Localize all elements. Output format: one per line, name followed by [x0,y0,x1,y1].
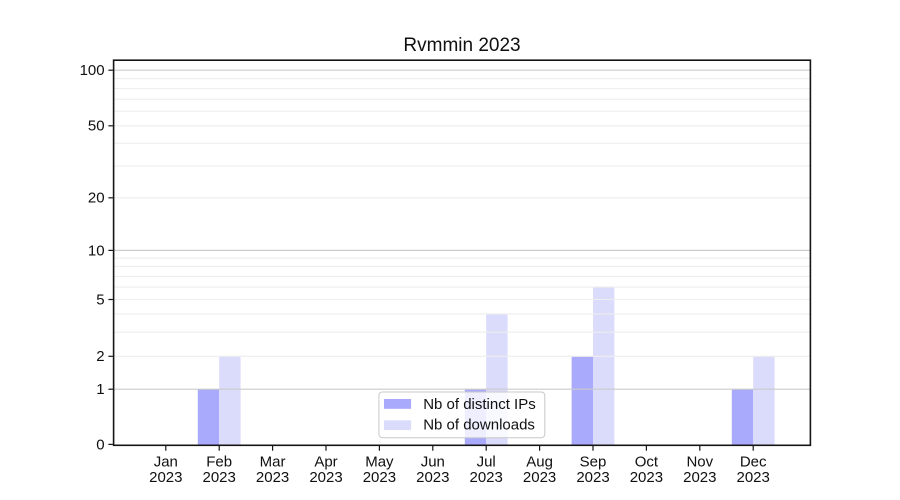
svg-text:0: 0 [96,436,104,453]
svg-text:Oct: Oct [635,453,659,470]
svg-text:2023: 2023 [576,469,609,486]
svg-text:Nb of downloads: Nb of downloads [423,417,535,434]
svg-text:2023: 2023 [416,469,449,486]
svg-text:Aug: Aug [526,453,553,470]
svg-text:100: 100 [80,62,105,79]
svg-text:Nov: Nov [686,453,713,470]
svg-text:2023: 2023 [737,469,770,486]
svg-text:Mar: Mar [260,453,286,470]
svg-text:2023: 2023 [149,469,182,486]
svg-text:Jan: Jan [154,453,178,470]
svg-text:Apr: Apr [314,453,337,470]
svg-text:50: 50 [88,118,105,135]
svg-text:2023: 2023 [363,469,396,486]
svg-text:Rvmmin 2023: Rvmmin 2023 [403,35,520,56]
svg-text:2023: 2023 [203,469,236,486]
svg-text:Nb of distinct IPs: Nb of distinct IPs [423,396,536,413]
svg-text:Jun: Jun [421,453,445,470]
svg-text:2023: 2023 [256,469,289,486]
svg-text:1: 1 [96,381,104,398]
svg-text:2023: 2023 [309,469,342,486]
svg-text:2023: 2023 [683,469,716,486]
svg-text:Sep: Sep [580,453,607,470]
svg-text:2023: 2023 [470,469,503,486]
svg-text:10: 10 [88,242,105,259]
svg-text:20: 20 [88,190,105,207]
svg-text:Jul: Jul [477,453,496,470]
svg-text:May: May [365,453,394,470]
svg-text:5: 5 [96,291,104,308]
svg-text:Feb: Feb [206,453,232,470]
svg-text:Dec: Dec [740,453,767,470]
svg-text:2023: 2023 [630,469,663,486]
svg-text:2: 2 [96,348,104,365]
svg-text:2023: 2023 [523,469,556,486]
